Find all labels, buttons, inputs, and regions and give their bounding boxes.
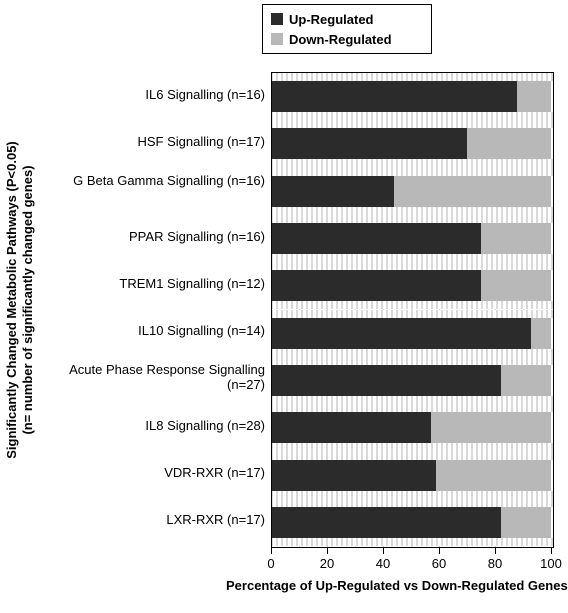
legend-swatch-down	[271, 33, 283, 45]
y-axis-title-line1: Significantly Changed Metabolic Pathways…	[4, 141, 20, 459]
bar-segment-down	[436, 460, 551, 491]
bar-row	[271, 357, 553, 404]
row-stripe	[271, 538, 553, 546]
bar-segment-up	[271, 270, 481, 301]
bar-segment-down	[481, 223, 551, 254]
y-axis-baseline	[271, 72, 272, 548]
bar-row	[271, 404, 553, 451]
bar-row	[271, 310, 553, 357]
bar-segment-down	[501, 365, 551, 396]
category-label: PPAR Signalling (n=16)	[44, 230, 265, 245]
x-tick-label: 60	[432, 556, 446, 571]
row-stripe	[271, 349, 553, 357]
bar-segment-up	[271, 507, 501, 538]
bar-row	[271, 120, 553, 167]
legend-swatch-up	[271, 13, 283, 25]
bar-segment-down	[467, 128, 551, 159]
bar-row	[271, 168, 553, 215]
row-stripe	[271, 491, 553, 499]
bar-segment-up	[271, 81, 517, 112]
bar-segment-down	[481, 270, 551, 301]
category-label: IL8 Signalling (n=28)	[44, 419, 265, 434]
category-label: LXR-RXR (n=17)	[44, 513, 265, 528]
bar	[271, 412, 551, 443]
row-stripe	[271, 120, 553, 128]
row-stripe	[271, 301, 553, 309]
x-tick	[271, 548, 272, 554]
row-stripe	[271, 451, 553, 459]
category-label: TREM1 Signalling (n=12)	[44, 277, 265, 292]
y-axis-title-container: Significantly Changed Metabolic Pathways…	[0, 0, 40, 613]
bar-segment-up	[271, 412, 431, 443]
bar	[271, 81, 551, 112]
row-stripe	[271, 215, 553, 223]
bar	[271, 128, 551, 159]
bar	[271, 270, 551, 301]
bar	[271, 223, 551, 254]
x-tick-label: 0	[267, 556, 274, 571]
row-stripe	[271, 396, 553, 404]
bar-segment-up	[271, 176, 394, 207]
bar	[271, 176, 551, 207]
legend-label-up: Up-Regulated	[289, 12, 374, 27]
bar	[271, 460, 551, 491]
bar-segment-up	[271, 128, 467, 159]
category-label: IL10 Signalling (n=14)	[44, 324, 265, 339]
row-stripe	[271, 262, 553, 270]
plot-area	[271, 72, 554, 548]
x-tick-label: 20	[320, 556, 334, 571]
bar-row	[271, 215, 553, 262]
row-stripe	[271, 207, 553, 215]
legend-item-up: Up-Regulated	[271, 9, 423, 29]
row-stripe	[271, 404, 553, 412]
bar	[271, 507, 551, 538]
x-tick	[551, 548, 552, 554]
row-stripe	[271, 159, 553, 167]
row-stripe	[271, 499, 553, 507]
bar-segment-down	[517, 81, 551, 112]
x-tick-label: 40	[376, 556, 390, 571]
legend-label-down: Down-Regulated	[289, 32, 392, 47]
bar-segment-down	[531, 318, 551, 349]
bar-row	[271, 73, 553, 120]
row-stripe	[271, 168, 553, 176]
x-tick	[439, 548, 440, 554]
bar-row	[271, 262, 553, 309]
bar-segment-down	[501, 507, 551, 538]
category-label: G Beta Gamma Signalling (n=16)	[44, 174, 265, 189]
bar-row	[271, 499, 553, 546]
y-axis-title: Significantly Changed Metabolic Pathways…	[4, 141, 37, 459]
bar-segment-down	[431, 412, 551, 443]
row-stripe	[271, 443, 553, 451]
category-label: HSF Signalling (n=17)	[44, 135, 265, 150]
bar	[271, 318, 551, 349]
category-label: Acute Phase Response Signalling (n=27)	[44, 363, 265, 393]
bar-segment-down	[394, 176, 551, 207]
category-label: VDR-RXR (n=17)	[44, 466, 265, 481]
x-axis-title: Percentage of Up-Regulated vs Down-Regul…	[226, 578, 568, 593]
row-stripe	[271, 357, 553, 365]
bar	[271, 365, 551, 396]
x-tick-label: 80	[488, 556, 502, 571]
bar-segment-up	[271, 318, 531, 349]
row-stripe	[271, 310, 553, 318]
x-tick-label: 100	[540, 556, 562, 571]
bar-row	[271, 451, 553, 498]
legend-item-down: Down-Regulated	[271, 29, 423, 49]
row-stripe	[271, 112, 553, 120]
y-axis-title-line2: (n= number of significantly changed gene…	[20, 141, 36, 459]
bar-segment-up	[271, 365, 501, 396]
category-label: IL6 Signalling (n=16)	[44, 88, 265, 103]
bar-segment-up	[271, 460, 436, 491]
row-stripe	[271, 73, 553, 81]
x-tick	[327, 548, 328, 554]
bar-segment-up	[271, 223, 481, 254]
chart-root: Up-Regulated Down-Regulated Significantl…	[0, 0, 568, 613]
x-tick	[495, 548, 496, 554]
x-tick	[383, 548, 384, 554]
legend: Up-Regulated Down-Regulated	[262, 4, 432, 54]
row-stripe	[271, 254, 553, 262]
